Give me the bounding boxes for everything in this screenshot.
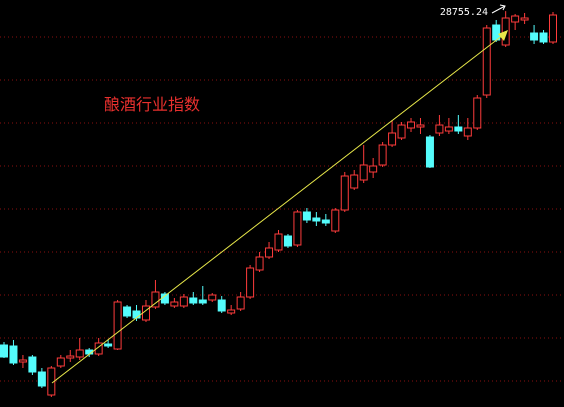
- candle-body: [236, 296, 245, 310]
- candle-body: [113, 301, 122, 350]
- candle-body: [189, 297, 198, 304]
- candle-body: [9, 345, 18, 364]
- candle-body: [312, 217, 321, 222]
- candle-body: [75, 349, 84, 358]
- candle-body: [0, 344, 8, 358]
- candle-body: [246, 267, 255, 298]
- candle-body: [378, 144, 387, 166]
- candle-body: [47, 367, 56, 396]
- candle-body: [151, 291, 160, 308]
- candle-body: [170, 301, 179, 307]
- candle-body: [416, 124, 425, 128]
- candle-body: [302, 211, 311, 221]
- candle-body: [340, 175, 349, 211]
- candle-body: [104, 343, 113, 347]
- candle-body: [274, 233, 283, 251]
- candle-body: [454, 126, 463, 132]
- candle-body: [227, 309, 236, 314]
- trend-line: [51, 34, 504, 384]
- candle-body: [331, 209, 340, 232]
- chart-title: 酿酒行业指数: [104, 95, 200, 114]
- candle-body: [208, 294, 217, 301]
- trend-arrow: [498, 30, 508, 41]
- candle-body: [530, 32, 539, 41]
- candle-body: [425, 136, 434, 168]
- candle-body: [94, 342, 103, 355]
- candle-body: [407, 121, 416, 129]
- candle-body: [179, 296, 188, 307]
- candle-body: [283, 235, 292, 247]
- candle-body: [444, 126, 453, 132]
- grid: [0, 36, 564, 382]
- candle-body: [397, 124, 406, 139]
- high-pointer: [491, 5, 506, 14]
- high-pointer-head: [499, 4, 506, 11]
- candle-body: [435, 124, 444, 134]
- candle-body: [132, 310, 141, 319]
- candle-body: [359, 164, 368, 181]
- candle-body: [511, 15, 520, 23]
- candle-body: [369, 165, 378, 173]
- high-label: 28755.24: [440, 7, 488, 18]
- candle-body: [473, 97, 482, 129]
- candle-body: [350, 174, 359, 189]
- candle-body: [198, 299, 207, 304]
- candle-body: [539, 32, 548, 43]
- candle-body: [255, 256, 264, 271]
- candle-body: [321, 219, 330, 224]
- candle-body: [66, 355, 75, 359]
- candle-body: [482, 27, 491, 96]
- candles: [0, 11, 557, 397]
- candle-body: [28, 356, 37, 373]
- candle-body: [217, 299, 226, 312]
- candle-body: [388, 132, 397, 146]
- candle-body: [265, 247, 274, 258]
- candle-body: [18, 359, 27, 363]
- candle-body: [123, 306, 132, 317]
- candle-body: [56, 357, 65, 367]
- candle-body: [463, 127, 472, 137]
- candle-body: [37, 371, 46, 387]
- candle-body: [549, 14, 557, 43]
- candle-body: [293, 211, 302, 246]
- candle-body: [520, 17, 529, 21]
